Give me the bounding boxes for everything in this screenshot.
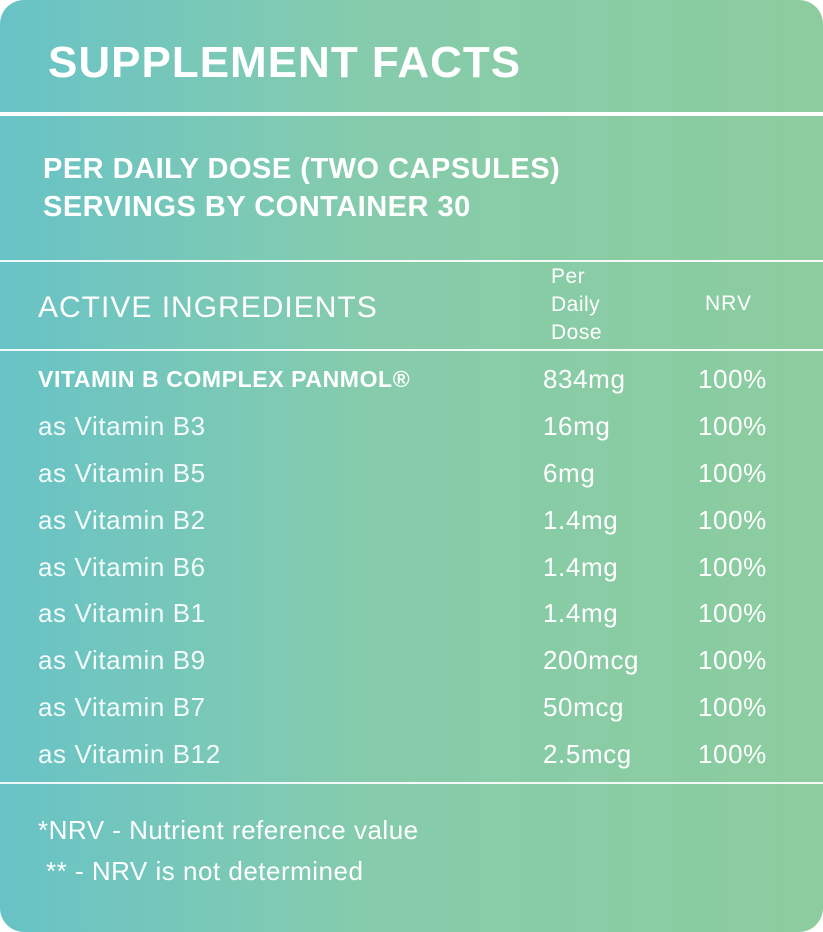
ingredient-amount: 1.4mg: [543, 598, 619, 629]
footnote-nrv-definition: *NRV - Nutrient reference value: [38, 815, 419, 845]
table-row: as Vitamin B6 1.4mg 100%: [0, 544, 823, 591]
ingredient-name: as Vitamin B9: [38, 645, 206, 676]
ingredient-name: as Vitamin B2: [38, 504, 206, 535]
table-row: as Vitamin B3 16mg 100%: [0, 403, 823, 450]
ingredient-name: as Vitamin B6: [38, 551, 206, 582]
header-per-daily-dose-line1: Per: [551, 265, 586, 288]
dose-info: PER DAILY DOSE (TWO CAPSULES) SERVINGS B…: [43, 150, 560, 226]
ingredient-nrv: 100%: [698, 364, 767, 394]
ingredient-name: as Vitamin B7: [38, 692, 206, 723]
footnotes: *NRV - Nutrient reference value ** - NRV…: [38, 810, 419, 892]
header-per-daily-dose: Per Daily Dose: [551, 263, 602, 347]
table-row: as Vitamin B12 2.5mcg 100%: [0, 731, 823, 778]
ingredient-amount: 1.4mg: [543, 504, 619, 535]
table-row: as Vitamin B5 6mg 100%: [0, 450, 823, 497]
ingredient-nrv: 100%: [698, 504, 767, 535]
page-title: SUPPLEMENT FACTS: [48, 38, 522, 87]
ingredient-amount: 50mcg: [543, 692, 625, 723]
ingredient-nrv: 100%: [698, 457, 767, 488]
table-row: as Vitamin B2 1.4mg 100%: [0, 497, 823, 544]
ingredient-amount: 6mg: [543, 457, 596, 488]
ingredient-amount: 2.5mcg: [543, 739, 632, 770]
ingredient-amount: 834mg: [543, 364, 626, 394]
ingredient-amount: 1.4mg: [543, 551, 619, 582]
ingredient-nrv: 100%: [698, 645, 767, 676]
ingredient-nrv: 100%: [698, 598, 767, 629]
footnote-nrv-undetermined: ** - NRV is not determined: [46, 856, 364, 886]
ingredient-nrv: 100%: [698, 692, 767, 723]
dose-line-servings: SERVINGS BY CONTAINER 30: [43, 191, 471, 223]
header-per-daily-dose-line3: Dose: [551, 321, 603, 344]
table-row: VITAMIN B COMPLEX PANMOL® 834mg 100%: [0, 356, 823, 403]
table-row: as Vitamin B1 1.4mg 100%: [0, 590, 823, 637]
header-nrv: NRV: [705, 292, 752, 315]
ingredient-amount: 200mcg: [543, 645, 640, 676]
header-per-daily-dose-line2: Daily: [551, 293, 601, 316]
ingredient-nrv: 100%: [698, 739, 767, 770]
ingredient-name: as Vitamin B1: [38, 598, 206, 629]
header-divider: [0, 349, 823, 351]
ingredient-name: as Vitamin B5: [38, 457, 206, 488]
table-row: as Vitamin B7 50mcg 100%: [0, 684, 823, 731]
table-bottom-divider: [0, 782, 823, 784]
dose-line-daily: PER DAILY DOSE (TWO CAPSULES): [43, 153, 561, 185]
ingredient-name: as Vitamin B3: [38, 410, 206, 441]
dose-divider: [0, 260, 823, 262]
title-divider: [0, 112, 823, 116]
ingredient-name: VITAMIN B COMPLEX PANMOL®: [38, 366, 411, 392]
header-active-ingredients: ACTIVE INGREDIENTS: [38, 291, 378, 324]
table-row: as Vitamin B9 200mcg 100%: [0, 637, 823, 684]
ingredient-name: as Vitamin B12: [38, 739, 221, 770]
ingredient-amount: 16mg: [543, 410, 611, 441]
ingredient-table: VITAMIN B COMPLEX PANMOL® 834mg 100% as …: [0, 356, 823, 778]
ingredient-nrv: 100%: [698, 551, 767, 582]
ingredient-nrv: 100%: [698, 410, 767, 441]
